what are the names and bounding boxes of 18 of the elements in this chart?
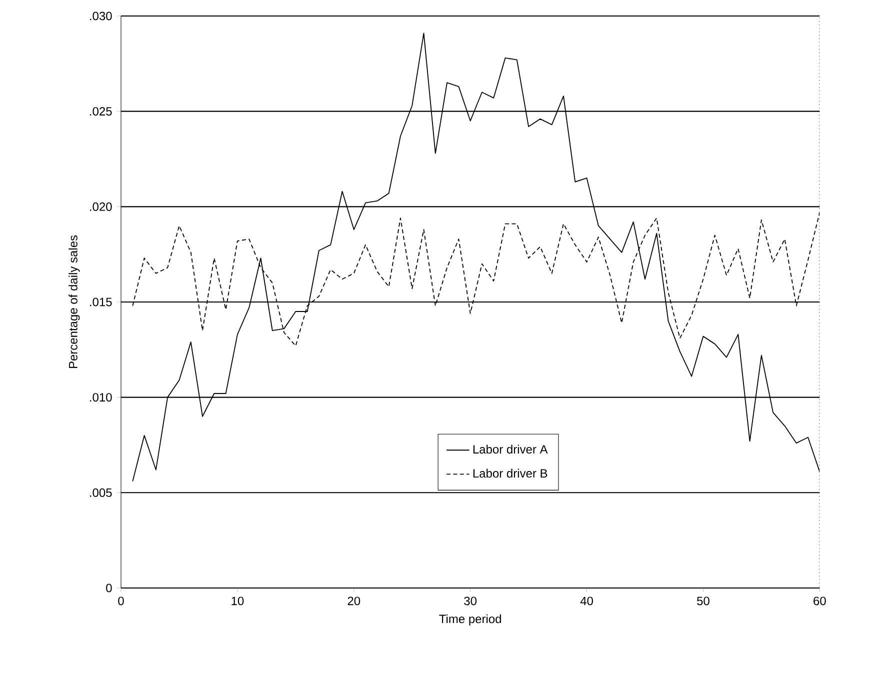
y-tick-label: .030 [90, 12, 112, 20]
x-axis-title: Time period [439, 614, 501, 626]
y-axis-title: Percentage of daily sales [68, 235, 80, 368]
y-tick-label: .005 [90, 488, 112, 497]
y-tick-label: .020 [90, 202, 112, 211]
y-tick-label: .015 [90, 298, 112, 306]
x-tick-label: 30 [464, 596, 477, 606]
x-tick-label: 20 [348, 596, 360, 606]
legend-label: Labor driver A [473, 444, 548, 454]
legend-label: Labor driver B [473, 468, 548, 478]
y-tick-label: 0 [106, 584, 112, 592]
x-tick-label: 10 [232, 596, 244, 606]
x-tick-label: 0 [118, 596, 124, 606]
x-tick-label: 60 [814, 596, 826, 606]
x-tick-label: 40 [580, 596, 593, 606]
x-tick-label: 50 [697, 596, 710, 606]
y-tick-label: .025 [90, 107, 112, 116]
y-tick-label: .010 [90, 393, 112, 402]
